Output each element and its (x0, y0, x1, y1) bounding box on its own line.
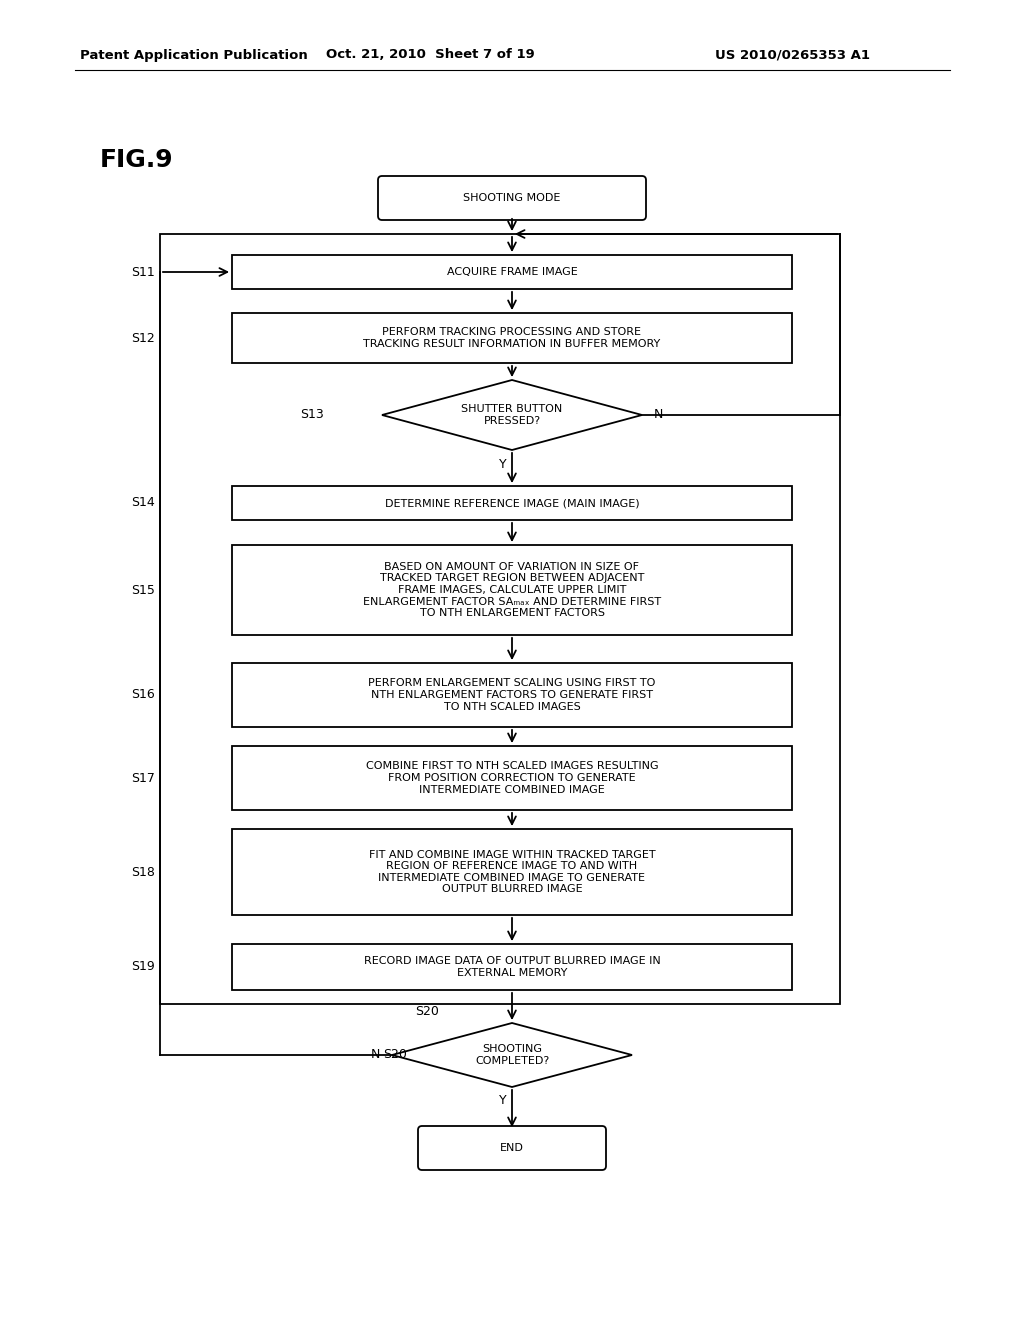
Text: SHUTTER BUTTON
PRESSED?: SHUTTER BUTTON PRESSED? (462, 404, 562, 426)
Text: RECORD IMAGE DATA OF OUTPUT BLURRED IMAGE IN
EXTERNAL MEMORY: RECORD IMAGE DATA OF OUTPUT BLURRED IMAG… (364, 956, 660, 978)
Bar (232, 663, 792, 727)
Text: Oct. 21, 2010  Sheet 7 of 19: Oct. 21, 2010 Sheet 7 of 19 (326, 49, 535, 62)
Text: S15: S15 (131, 583, 155, 597)
Text: SHOOTING
COMPLETED?: SHOOTING COMPLETED? (475, 1044, 549, 1065)
Bar (232, 486, 792, 520)
Text: N: N (371, 1048, 380, 1061)
Text: COMBINE FIRST TO NTH SCALED IMAGES RESULTING
FROM POSITION CORRECTION TO GENERAT: COMBINE FIRST TO NTH SCALED IMAGES RESUL… (366, 762, 658, 795)
Text: S20: S20 (383, 1048, 407, 1061)
Bar (232, 746, 792, 810)
Text: Patent Application Publication: Patent Application Publication (80, 49, 308, 62)
Text: END: END (500, 1143, 524, 1152)
Text: S20: S20 (415, 1005, 439, 1018)
Text: US 2010/0265353 A1: US 2010/0265353 A1 (715, 49, 870, 62)
Text: S17: S17 (131, 771, 155, 784)
Text: ACQUIRE FRAME IMAGE: ACQUIRE FRAME IMAGE (446, 267, 578, 277)
Text: SHOOTING MODE: SHOOTING MODE (463, 193, 561, 203)
Text: FIG.9: FIG.9 (100, 148, 174, 172)
Text: S12: S12 (131, 331, 155, 345)
Text: DETERMINE REFERENCE IMAGE (MAIN IMAGE): DETERMINE REFERENCE IMAGE (MAIN IMAGE) (385, 498, 639, 508)
Polygon shape (392, 1023, 632, 1086)
Text: S14: S14 (131, 496, 155, 510)
Text: S13: S13 (300, 408, 324, 421)
Bar (160, 234, 840, 1005)
Text: S11: S11 (131, 265, 155, 279)
Text: S16: S16 (131, 689, 155, 701)
FancyBboxPatch shape (378, 176, 646, 220)
Text: PERFORM TRACKING PROCESSING AND STORE
TRACKING RESULT INFORMATION IN BUFFER MEMO: PERFORM TRACKING PROCESSING AND STORE TR… (364, 327, 660, 348)
Text: Y: Y (499, 458, 507, 470)
Text: S19: S19 (131, 961, 155, 974)
Text: N: N (654, 408, 664, 421)
Bar (232, 545, 792, 635)
Bar (232, 313, 792, 363)
Text: Y: Y (499, 1094, 507, 1107)
Text: FIT AND COMBINE IMAGE WITHIN TRACKED TARGET
REGION OF REFERENCE IMAGE TO AND WIT: FIT AND COMBINE IMAGE WITHIN TRACKED TAR… (369, 850, 655, 895)
Bar (232, 255, 792, 289)
FancyBboxPatch shape (418, 1126, 606, 1170)
Bar (232, 944, 792, 990)
Text: PERFORM ENLARGEMENT SCALING USING FIRST TO
NTH ENLARGEMENT FACTORS TO GENERATE F: PERFORM ENLARGEMENT SCALING USING FIRST … (369, 678, 655, 711)
Text: S18: S18 (131, 866, 155, 879)
Polygon shape (382, 380, 642, 450)
Text: BASED ON AMOUNT OF VARIATION IN SIZE OF
TRACKED TARGET REGION BETWEEN ADJACENT
F: BASED ON AMOUNT OF VARIATION IN SIZE OF … (362, 562, 662, 618)
Bar (232, 829, 792, 915)
